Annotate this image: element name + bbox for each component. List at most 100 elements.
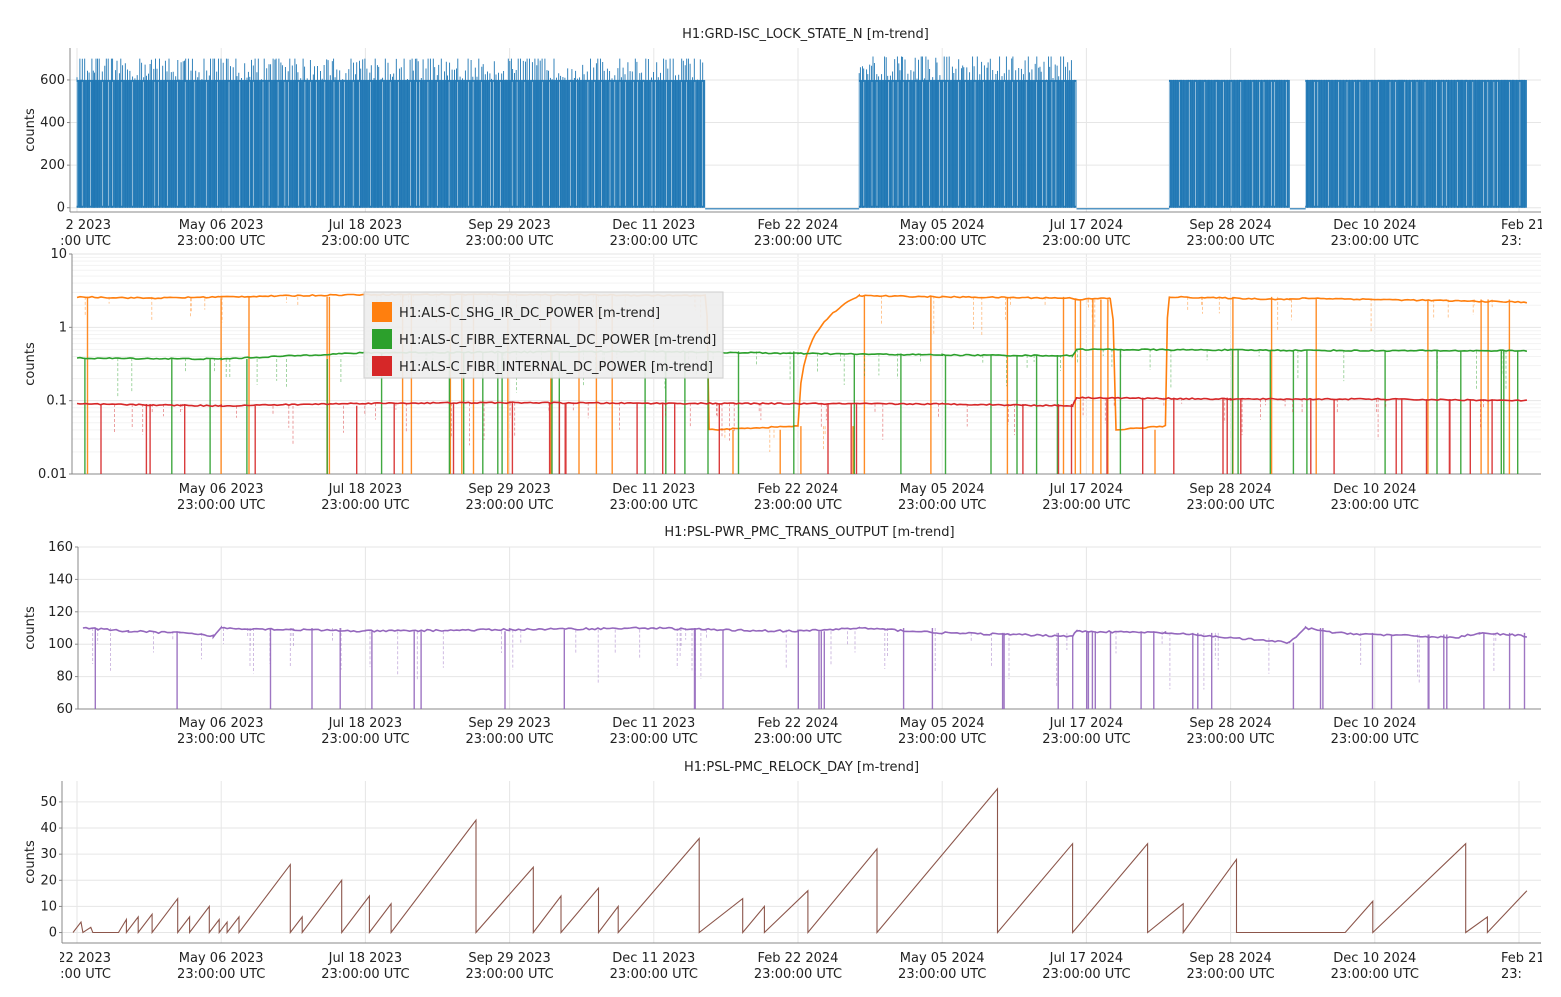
x-tick-label-time: 23:00:00 UTC (465, 732, 553, 747)
x-tick-label: Feb 21 (1501, 951, 1545, 966)
y-tick-label: 0.1 (46, 394, 67, 409)
x-tick-label: May 05 2024 (900, 951, 985, 966)
x-tick-label: May 06 2023 (179, 218, 264, 233)
x-tick-label-time: 23:00:00 UTC (177, 732, 265, 747)
legend-label: H1:ALS-C_SHG_IR_DC_POWER [m-trend] (399, 306, 660, 321)
x-tick-label: Dec 10 2024 (1333, 951, 1416, 966)
x-tick-label-time: 23:00:00 UTC (754, 732, 842, 747)
y-tick-label: 60 (56, 702, 73, 717)
y-tick-label: 40 (40, 821, 57, 836)
x-tick-label-time: 23:00:00 UTC (1186, 967, 1274, 982)
y-tick-label: 80 (56, 670, 73, 685)
data-min-trend (114, 397, 1484, 446)
series-1 (76, 293, 1528, 474)
x-tick-label-time: 23:00:00 UTC (1331, 234, 1419, 249)
y-axis-label: counts (23, 342, 38, 386)
x-tick-label: May 05 2024 (900, 218, 985, 233)
x-tick-label: Sep 29 2023 (468, 218, 550, 233)
y-axis-label: counts (23, 840, 38, 884)
x-tick-label: Dec 10 2024 (1333, 218, 1416, 233)
x-tick-label-time: 23:00:00 UTC (177, 498, 265, 513)
y-tick-label: 400 (40, 116, 65, 131)
x-tick-label-time: 23: (1501, 234, 1522, 249)
x-tick-label-time: :00 UTC (60, 234, 111, 249)
x-tick-label-time: 23: (1501, 967, 1522, 982)
legend-swatch (372, 356, 392, 376)
x-tick-label: Feb 22 2024 (758, 218, 839, 233)
data-min-trend (92, 628, 1497, 690)
plot-area (76, 56, 1527, 210)
x-tick-label-time: 23:00:00 UTC (898, 967, 986, 982)
data-dropouts (94, 628, 1526, 709)
x-tick-label: 22 2023 (57, 951, 111, 966)
y-tick-label: 10 (40, 899, 57, 914)
y-tick-label: 200 (40, 158, 65, 173)
x-tick-label-time: 23:00:00 UTC (321, 967, 409, 982)
y-tick-label: 30 (40, 847, 57, 862)
x-tick-label-time: 23:00:00 UTC (465, 234, 553, 249)
chart-panel-1: H1:GRD-ISC_LOCK_STATE_N [m-trend] 0 200 400… (23, 27, 1542, 249)
y-tick-label: 100 (48, 637, 73, 652)
legend-box (363, 291, 724, 379)
x-tick-label-time: 23:00:00 UTC (1331, 967, 1419, 982)
x-tick-label: May 05 2024 (900, 482, 985, 497)
x-tick-label: Jul 18 2023 (328, 951, 403, 966)
y-tick-label: 0.01 (38, 467, 67, 482)
x-tick-label: Feb 22 2024 (758, 951, 839, 966)
x-tick-label-time: 23:00:00 UTC (321, 234, 409, 249)
series-1 (72, 787, 1528, 935)
legend-label: H1:ALS-C_FIBR_EXTERNAL_DC_POWER [m-trend… (399, 333, 716, 348)
x-tick-label-time: 23:00:00 UTC (1331, 732, 1419, 747)
x-tick-label-time: 23:00:00 UTC (1042, 732, 1130, 747)
x-tick-label-time: 23:00:00 UTC (898, 732, 986, 747)
chart-legend: H1:ALS-C_SHG_IR_DC_POWER [m-trend] H1:ALS… (363, 291, 724, 379)
data-gaps (858, 81, 1076, 206)
chart-title: H1:GRD-ISC_LOCK_STATE_N [m-trend] (682, 27, 929, 42)
x-tick-label: Jul 18 2023 (328, 482, 403, 497)
y-tick-label: 120 (48, 605, 73, 620)
y-axis-label: counts (23, 606, 38, 650)
x-tick-label-time: 23:00:00 UTC (610, 234, 698, 249)
y-tick-label: 140 (48, 572, 73, 587)
chart-panel-3: H1:PSL-PWR_PMC_TRANS_OUTPUT [m-trend] 60 8… (23, 525, 1541, 747)
y-tick-label: 0 (49, 926, 57, 941)
x-tick-label-time: 23:00:00 UTC (1042, 967, 1130, 982)
series-1 (82, 625, 1527, 709)
legend-swatch (372, 302, 392, 322)
data-line (82, 625, 1527, 645)
x-tick-label: Dec 11 2023 (612, 482, 695, 497)
x-tick-label-time: 23:00:00 UTC (465, 498, 553, 513)
x-tick-label: May 05 2024 (900, 716, 985, 731)
x-tick-label: May 06 2023 (179, 951, 264, 966)
x-tick-label: Dec 11 2023 (612, 716, 695, 731)
data-gaps (76, 81, 703, 206)
plot-area (72, 787, 1528, 935)
chart-title: H1:PSL-PMC_RELOCK_DAY [m-trend] (684, 760, 919, 775)
x-tick-label: Jul 17 2024 (1049, 716, 1124, 731)
x-tick-label-time: :00 UTC (60, 967, 111, 982)
y-tick-label: 1 (59, 320, 67, 335)
data-line (76, 396, 1528, 408)
x-tick-label-time: 23:00:00 UTC (177, 967, 265, 982)
x-tick-label-time: 23:00:00 UTC (754, 498, 842, 513)
x-tick-label: Jul 17 2024 (1049, 218, 1124, 233)
y-tick-label: 600 (40, 73, 65, 88)
x-tick-label: Jul 18 2023 (328, 218, 403, 233)
x-tick-label: Sep 28 2024 (1189, 218, 1271, 233)
data-line (72, 787, 1528, 935)
x-tick-label: Feb 22 2024 (758, 716, 839, 731)
x-tick-label: Sep 29 2023 (468, 951, 550, 966)
data-line (76, 293, 1528, 431)
x-tick-label-time: 23:00:00 UTC (1186, 234, 1274, 249)
x-tick-label-time: 23:00:00 UTC (1186, 732, 1274, 747)
data-gaps (1169, 81, 1287, 206)
x-tick-label: Jul 17 2024 (1049, 951, 1124, 966)
x-tick-label-time: 23:00:00 UTC (1042, 498, 1130, 513)
x-tick-label: Sep 28 2024 (1189, 482, 1271, 497)
x-tick-label-time: 23:00:00 UTC (1042, 234, 1130, 249)
x-tick-label: Dec 11 2023 (612, 951, 695, 966)
series-2 (76, 348, 1528, 474)
data-dropouts (100, 397, 1493, 474)
